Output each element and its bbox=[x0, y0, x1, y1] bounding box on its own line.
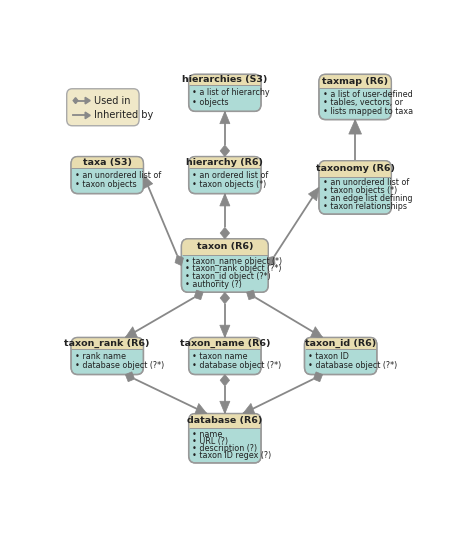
FancyBboxPatch shape bbox=[71, 156, 143, 168]
Text: • taxon_name object (*): • taxon_name object (*) bbox=[185, 257, 282, 265]
Text: taxon (R6): taxon (R6) bbox=[197, 242, 253, 252]
Polygon shape bbox=[311, 327, 323, 337]
Text: • taxon_id object (?*): • taxon_id object (?*) bbox=[185, 272, 271, 281]
Text: taxon_name (R6): taxon_name (R6) bbox=[180, 339, 270, 348]
Text: • URL (?): • URL (?) bbox=[192, 437, 228, 446]
Polygon shape bbox=[125, 327, 137, 337]
Polygon shape bbox=[175, 255, 184, 265]
FancyBboxPatch shape bbox=[189, 413, 261, 463]
FancyBboxPatch shape bbox=[182, 239, 269, 255]
Text: • rank name: • rank name bbox=[75, 351, 126, 360]
FancyBboxPatch shape bbox=[319, 74, 391, 88]
Bar bbox=[71, 342, 143, 349]
Text: • authority (?): • authority (?) bbox=[185, 280, 242, 289]
Polygon shape bbox=[143, 175, 153, 189]
Text: • taxon objects (*): • taxon objects (*) bbox=[323, 186, 397, 195]
Text: taxa (S3): taxa (S3) bbox=[83, 158, 132, 167]
Text: • a list of hierarchy: • a list of hierarchy bbox=[192, 88, 270, 97]
Text: • taxon ID regex (?): • taxon ID regex (?) bbox=[192, 451, 271, 460]
Bar bbox=[189, 420, 261, 428]
Polygon shape bbox=[220, 325, 230, 337]
Text: hierarchies (S3): hierarchies (S3) bbox=[182, 75, 268, 84]
Polygon shape bbox=[220, 112, 230, 124]
Text: • database object (?*): • database object (?*) bbox=[308, 361, 397, 370]
Text: database (R6): database (R6) bbox=[187, 417, 262, 426]
Polygon shape bbox=[268, 256, 275, 265]
Bar bbox=[189, 342, 261, 349]
Text: • an ordered list of: • an ordered list of bbox=[192, 170, 269, 179]
Polygon shape bbox=[220, 401, 230, 413]
Text: • an unordered list of: • an unordered list of bbox=[323, 178, 409, 187]
FancyBboxPatch shape bbox=[71, 337, 143, 374]
FancyBboxPatch shape bbox=[189, 413, 261, 428]
Text: • taxon relationships: • taxon relationships bbox=[323, 202, 407, 211]
Text: • database object (?*): • database object (?*) bbox=[75, 361, 164, 370]
FancyBboxPatch shape bbox=[189, 337, 261, 374]
Text: taxmap (R6): taxmap (R6) bbox=[322, 77, 388, 85]
Text: • taxon ID: • taxon ID bbox=[308, 351, 349, 360]
Text: taxonomy (R6): taxonomy (R6) bbox=[316, 164, 395, 173]
FancyBboxPatch shape bbox=[319, 161, 391, 214]
Polygon shape bbox=[220, 145, 230, 156]
Text: hierarchy (R6): hierarchy (R6) bbox=[186, 158, 263, 167]
FancyBboxPatch shape bbox=[189, 337, 261, 349]
FancyBboxPatch shape bbox=[71, 156, 143, 194]
Bar bbox=[304, 342, 377, 349]
Text: • taxon objects: • taxon objects bbox=[75, 180, 136, 189]
Text: • an edge list defining: • an edge list defining bbox=[323, 194, 412, 203]
Polygon shape bbox=[313, 372, 323, 382]
Text: Inherited by: Inherited by bbox=[94, 111, 153, 120]
FancyBboxPatch shape bbox=[189, 156, 261, 194]
Polygon shape bbox=[73, 98, 78, 104]
Polygon shape bbox=[220, 292, 230, 304]
Bar bbox=[182, 246, 269, 255]
Polygon shape bbox=[247, 290, 255, 300]
Text: • taxon name: • taxon name bbox=[192, 351, 248, 360]
Bar bbox=[319, 81, 391, 88]
Text: taxon_rank (R6): taxon_rank (R6) bbox=[64, 339, 150, 348]
Polygon shape bbox=[194, 290, 203, 300]
Bar bbox=[71, 162, 143, 168]
FancyBboxPatch shape bbox=[304, 337, 377, 349]
Text: • taxon_rank object (?*): • taxon_rank object (?*) bbox=[185, 264, 282, 273]
Bar bbox=[319, 168, 391, 177]
Polygon shape bbox=[125, 372, 134, 382]
FancyBboxPatch shape bbox=[189, 156, 261, 168]
Text: • lists mapped to taxa: • lists mapped to taxa bbox=[323, 107, 413, 116]
Bar bbox=[189, 162, 261, 168]
Polygon shape bbox=[220, 227, 230, 239]
Text: • objects: • objects bbox=[192, 98, 229, 107]
Text: • description (?): • description (?) bbox=[192, 444, 257, 453]
Bar bbox=[189, 80, 261, 85]
Text: Used in: Used in bbox=[94, 96, 130, 106]
Polygon shape bbox=[195, 404, 207, 414]
Text: • database object (?*): • database object (?*) bbox=[192, 361, 282, 370]
Text: • name: • name bbox=[192, 430, 223, 438]
Text: taxon_id (R6): taxon_id (R6) bbox=[305, 339, 376, 348]
FancyBboxPatch shape bbox=[189, 74, 261, 85]
Text: • a list of user-defined: • a list of user-defined bbox=[323, 90, 412, 99]
Polygon shape bbox=[308, 187, 319, 201]
Text: • an unordered list of: • an unordered list of bbox=[75, 170, 161, 179]
Polygon shape bbox=[220, 374, 230, 386]
FancyBboxPatch shape bbox=[71, 337, 143, 349]
FancyBboxPatch shape bbox=[304, 337, 377, 374]
Polygon shape bbox=[243, 403, 255, 414]
FancyBboxPatch shape bbox=[182, 239, 269, 292]
FancyBboxPatch shape bbox=[319, 161, 391, 177]
Polygon shape bbox=[85, 112, 90, 119]
Text: • tables, vectors, or: • tables, vectors, or bbox=[323, 98, 403, 107]
FancyBboxPatch shape bbox=[319, 74, 391, 120]
Text: • taxon objects (*): • taxon objects (*) bbox=[192, 180, 267, 189]
Polygon shape bbox=[85, 97, 90, 104]
FancyBboxPatch shape bbox=[67, 89, 139, 126]
Polygon shape bbox=[349, 120, 361, 134]
FancyBboxPatch shape bbox=[189, 74, 261, 112]
Polygon shape bbox=[220, 194, 230, 206]
